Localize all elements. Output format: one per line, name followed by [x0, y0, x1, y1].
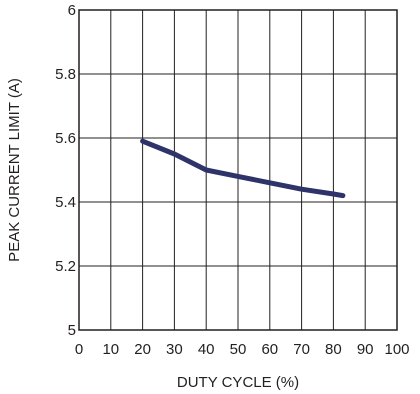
y-axis-title: PEAK CURRENT LIMIT (A) [6, 78, 23, 262]
x-axis-ticks: 0 10 20 30 40 50 60 70 80 90 100 [75, 341, 410, 358]
y-tick-label-0: 5 [68, 322, 76, 339]
y-tick-label-4: 5.8 [55, 66, 76, 83]
x-tick-label-6: 60 [261, 341, 278, 358]
series-line-0 [143, 141, 343, 195]
grid [79, 10, 397, 330]
series-layer [143, 141, 343, 195]
x-tick-label-9: 90 [357, 341, 374, 358]
y-axis-ticks: 5 5.2 5.4 5.6 5.8 6 [55, 2, 76, 339]
x-axis-title: DUTY CYCLE (%) [177, 374, 299, 391]
x-tick-label-3: 30 [166, 341, 183, 358]
x-tick-label-0: 0 [75, 341, 83, 358]
x-tick-label-4: 40 [198, 341, 215, 358]
x-tick-label-2: 20 [134, 341, 151, 358]
x-tick-label-5: 50 [230, 341, 247, 358]
x-tick-label-7: 70 [293, 341, 310, 358]
y-tick-label-3: 5.6 [55, 130, 76, 147]
y-tick-label-1: 5.2 [55, 258, 76, 275]
y-tick-label-2: 5.4 [55, 194, 76, 211]
x-tick-label-1: 10 [102, 341, 119, 358]
y-tick-label-5: 6 [68, 2, 76, 19]
x-tick-label-8: 80 [325, 341, 342, 358]
x-tick-label-10: 100 [384, 341, 409, 358]
